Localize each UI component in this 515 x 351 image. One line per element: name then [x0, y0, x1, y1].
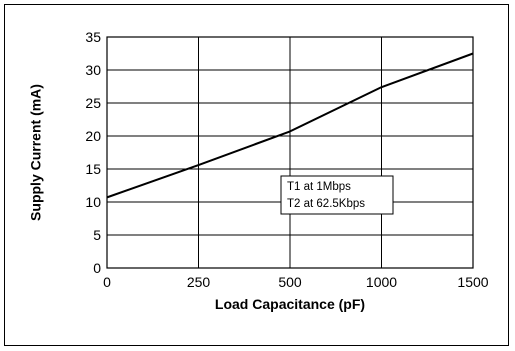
y-tick-label: 20	[85, 128, 101, 144]
y-tick-label: 30	[85, 62, 101, 78]
series-layer	[106, 52, 474, 199]
y-axis-label: Supply Current (mA)	[28, 84, 44, 221]
y-tick-label: 0	[93, 260, 101, 276]
y-tick-label: 5	[93, 227, 101, 243]
y-tick-label: 10	[85, 194, 101, 210]
annotation-box-border	[280, 175, 394, 215]
x-tick-label: 500	[278, 274, 302, 290]
y-tick-label: 35	[85, 29, 101, 45]
x-tick-label: 1000	[366, 274, 397, 290]
annotation-box: T1 at 1Mbps T2 at 62.5Kbps	[280, 175, 394, 215]
x-tick-label: 1500	[457, 274, 488, 290]
y-tick-label: 15	[85, 161, 101, 177]
series-line	[106, 52, 474, 199]
x-axis-label: Load Capacitance (pF)	[215, 296, 365, 312]
y-tick-label: 25	[85, 95, 101, 111]
x-tick-label: 250	[187, 274, 211, 290]
annotation-line-2: T2 at 62.5Kbps	[287, 198, 365, 210]
plot-area-border	[106, 36, 474, 269]
grid-lines	[107, 37, 473, 268]
chart-frame	[4, 4, 509, 346]
x-tick-label: 0	[103, 274, 111, 290]
axis-ticks: 0 250 500 1000 1500 0 5 10 15 20 25 30 35	[85, 29, 488, 290]
annotation-line-1: T1 at 1Mbps	[287, 181, 351, 193]
